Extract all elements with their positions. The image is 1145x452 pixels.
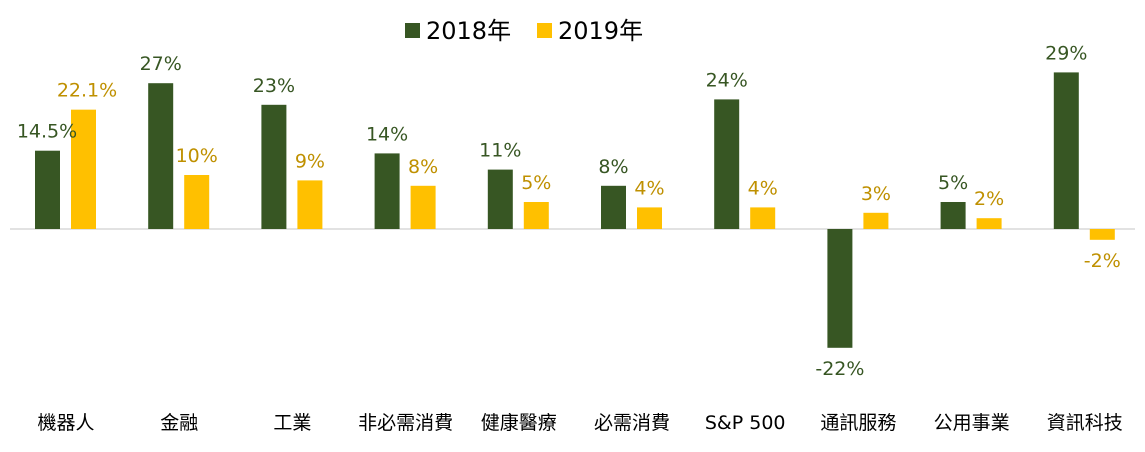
bar-2019-0 [71, 109, 96, 229]
bar-2018-5 [601, 185, 626, 229]
legend-swatch-2018 [405, 23, 420, 38]
data-label-2018-5: 8% [598, 156, 628, 178]
bar-2018-3 [374, 153, 400, 229]
data-label-2018-6: 24% [706, 69, 748, 91]
data-label-2019-3: 8% [408, 156, 438, 178]
bar-2019-5 [637, 207, 662, 229]
legend-label-2019: 2019年 [558, 17, 643, 45]
category-label-2: 工業 [273, 412, 311, 434]
data-label-2019-8: 2% [974, 188, 1004, 210]
bar-2019-1 [184, 175, 210, 229]
legend: 2018年 2019年 [405, 17, 643, 45]
bar-2018-7 [827, 229, 853, 348]
bar-2019-9 [1089, 229, 1115, 240]
bar-2019-4 [523, 202, 549, 229]
bar-2018-1 [148, 83, 174, 229]
category-label-3: 非必需消費 [358, 412, 453, 434]
data-label-2019-5: 4% [634, 177, 664, 199]
data-label-2018-1: 27% [140, 53, 182, 75]
legend-swatch-2019 [537, 23, 552, 38]
bar-2018-4 [487, 169, 513, 229]
bar-2018-0 [35, 150, 60, 229]
data-label-2018-2: 23% [253, 75, 295, 97]
bars-group [35, 72, 1115, 348]
data-label-2018-3: 14% [366, 123, 408, 145]
bar-2018-6 [714, 99, 740, 230]
data-label-2019-4: 5% [521, 172, 551, 194]
category-label-0: 機器人 [37, 412, 94, 434]
category-label-5: 必需消費 [594, 412, 670, 434]
bar-2019-6 [750, 207, 776, 229]
bar-2019-2 [297, 180, 323, 229]
labels-group: 14.5%22.1%機器人27%10%金融23%9%工業14%8%非必需消費11… [17, 42, 1123, 434]
data-label-2018-9: 29% [1045, 42, 1087, 64]
data-label-2018-4: 11% [479, 140, 521, 162]
data-label-2018-0: 14.5% [17, 121, 77, 143]
data-label-2019-9: -2% [1084, 250, 1121, 272]
bar-2019-8 [976, 218, 1002, 229]
category-label-7: 通訊服務 [820, 412, 896, 434]
bar-2018-2 [261, 104, 287, 229]
data-label-2019-6: 4% [748, 177, 778, 199]
category-label-8: 公用事業 [934, 412, 1010, 434]
bar-2019-3 [410, 185, 436, 229]
bar-2019-7 [863, 212, 889, 229]
bar-2018-8 [940, 202, 966, 229]
category-label-1: 金融 [160, 412, 198, 434]
legend-label-2018: 2018年 [426, 17, 511, 45]
bar-2018-9 [1053, 72, 1079, 230]
data-label-2018-8: 5% [938, 172, 968, 194]
data-label-2018-7: -22% [815, 358, 864, 380]
category-label-4: 健康醫療 [481, 412, 557, 434]
data-label-2019-7: 3% [861, 183, 891, 205]
data-label-2019-2: 9% [295, 150, 325, 172]
category-label-6: S&P 500 [705, 412, 786, 434]
data-label-2019-0: 22.1% [57, 80, 117, 102]
data-label-2019-1: 10% [176, 145, 218, 167]
category-label-9: 資訊科技 [1047, 412, 1123, 434]
